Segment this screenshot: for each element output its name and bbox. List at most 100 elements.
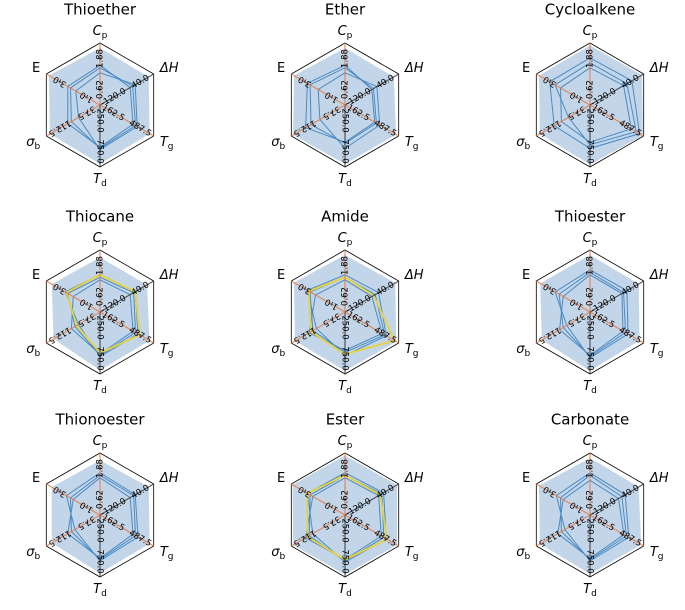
tick-mark xyxy=(384,287,387,290)
axis-line xyxy=(291,311,346,344)
axis-label: Cp xyxy=(338,434,353,451)
axis-line xyxy=(291,73,346,106)
chart-title: Cycloalkene xyxy=(545,1,635,19)
axis-line xyxy=(46,73,101,106)
axis-line xyxy=(536,311,591,344)
axis-label-sub: b xyxy=(524,349,530,359)
tick-label: 0.62 xyxy=(341,490,351,509)
tick-mark xyxy=(588,560,592,563)
tick-label: 750.0 xyxy=(340,549,350,573)
axis-label-sub: p xyxy=(102,441,108,451)
axis-label-main: ΔH xyxy=(404,268,424,283)
axis-label: Td xyxy=(93,379,107,396)
tick-mark xyxy=(139,127,142,130)
tick-mark xyxy=(112,318,115,321)
tick-mark xyxy=(548,80,551,83)
tick-mark xyxy=(588,150,592,153)
axis-label-main: ΔH xyxy=(159,471,179,486)
tick-mark xyxy=(575,506,578,509)
chart-title: Ester xyxy=(326,411,365,429)
axis-label-main: ΔH xyxy=(159,268,179,283)
axis-label-main: ΔH xyxy=(649,268,669,283)
axis-label-sub: p xyxy=(347,31,353,41)
axis-label-sub: d xyxy=(101,386,107,396)
tick-label: 250.0 xyxy=(585,518,595,542)
tick-mark xyxy=(343,357,347,360)
axis-line xyxy=(291,280,346,313)
axis-label-sub: g xyxy=(413,142,419,152)
axis-label: Td xyxy=(93,172,107,189)
axis-label-sub: d xyxy=(346,179,352,189)
tick-mark xyxy=(98,529,102,532)
axis-label: Cp xyxy=(338,231,353,248)
tick-mark xyxy=(98,467,102,470)
tick-mark xyxy=(602,303,605,306)
tick-mark xyxy=(303,334,306,337)
axis-label: Tg xyxy=(650,135,664,152)
tick-mark xyxy=(629,287,632,290)
axis-label-main: E xyxy=(32,61,40,76)
axis-label-main: T xyxy=(583,582,592,597)
tick-mark xyxy=(98,357,102,360)
tick-mark xyxy=(139,287,142,290)
tick-mark xyxy=(112,96,115,99)
tick-label: 1.88 xyxy=(96,459,106,478)
tick-mark xyxy=(343,560,347,563)
tick-label: 750.0 xyxy=(585,139,595,163)
axis-label: σb xyxy=(516,545,530,562)
tick-mark xyxy=(330,318,333,321)
tick-mark xyxy=(58,127,61,130)
tick-mark xyxy=(575,96,578,99)
tick-label: 0.62 xyxy=(586,80,596,99)
axis-label-main: C xyxy=(583,24,593,39)
tick-label: 1.88 xyxy=(341,459,351,478)
axis-line xyxy=(99,104,154,137)
tick-mark xyxy=(85,111,88,114)
radar-chart: Ester0.621.88Cp-120.040.0ΔH162.5487.5Tg2… xyxy=(271,411,423,599)
axis-label-main: E xyxy=(32,471,40,486)
tick-mark xyxy=(85,506,88,509)
tick-label: 1.88 xyxy=(96,49,106,68)
tick-mark xyxy=(58,537,61,540)
axis-label-main: E xyxy=(277,268,285,283)
tick-mark xyxy=(629,127,632,130)
axis-label-sub: p xyxy=(347,441,353,451)
axis-label-main: ΔH xyxy=(404,61,424,76)
axis-label: ΔH xyxy=(159,268,179,283)
axis-label-main: T xyxy=(583,379,592,394)
axis-label: E xyxy=(32,471,40,486)
tick-mark xyxy=(602,111,605,114)
axis-label-sub: g xyxy=(658,142,664,152)
tick-mark xyxy=(343,498,347,501)
axis-label-sub: p xyxy=(592,31,598,41)
axis-label-main: σ xyxy=(271,135,280,150)
axis-label-sub: g xyxy=(658,349,664,359)
tick-mark xyxy=(575,318,578,321)
tick-label: 0.62 xyxy=(586,287,596,306)
tick-mark xyxy=(629,80,632,83)
axis-label: Tg xyxy=(650,545,664,562)
tick-mark xyxy=(588,498,592,501)
axis-line xyxy=(344,280,399,313)
axis-label: σb xyxy=(26,342,40,359)
axis-label-main: E xyxy=(522,61,530,76)
tick-mark xyxy=(629,490,632,493)
tick-label: 750.0 xyxy=(95,139,105,163)
axis-label: Cp xyxy=(583,231,598,248)
tick-mark xyxy=(85,521,88,524)
axis-line xyxy=(99,311,154,344)
tick-label: 0.62 xyxy=(341,287,351,306)
radar-chart: Amide0.621.88Cp-120.040.0ΔH162.5487.5Tg2… xyxy=(271,208,423,396)
axis-label-main: T xyxy=(405,342,414,357)
tick-label: 750.0 xyxy=(95,549,105,573)
axis-label: ΔH xyxy=(159,61,179,76)
tick-mark xyxy=(343,264,347,267)
axis-label: E xyxy=(522,268,530,283)
tick-mark xyxy=(357,506,360,509)
axis-label: ΔH xyxy=(649,471,669,486)
tick-mark xyxy=(588,467,592,470)
tick-mark xyxy=(357,96,360,99)
axis-label-main: C xyxy=(93,24,103,39)
axis-label-main: E xyxy=(522,471,530,486)
tick-mark xyxy=(343,119,347,122)
